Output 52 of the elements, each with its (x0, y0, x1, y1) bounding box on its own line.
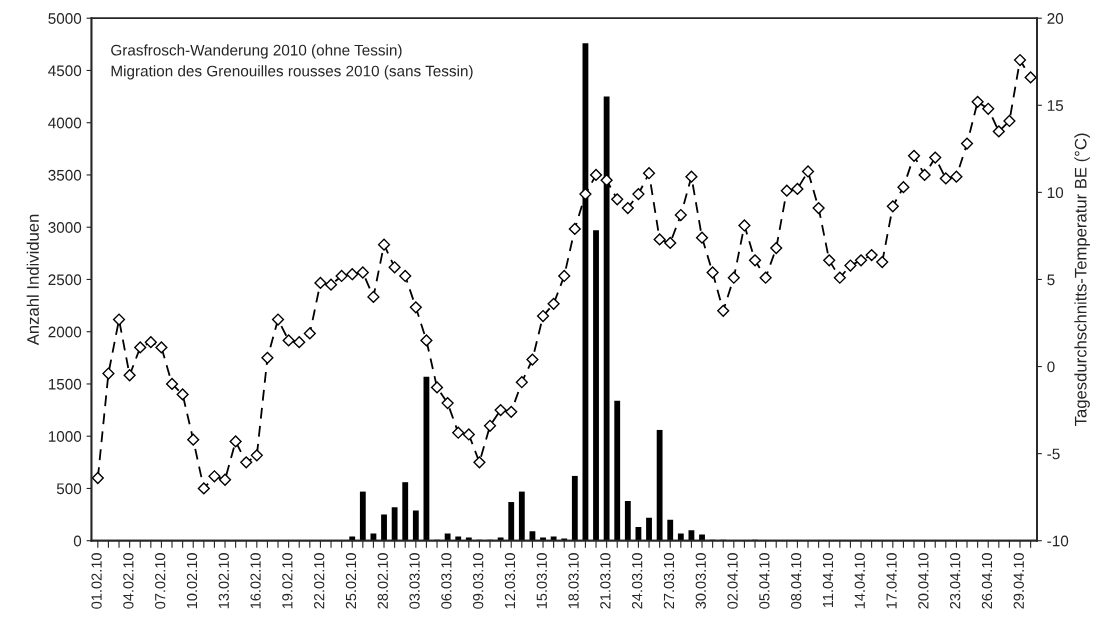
x-tick-label: 10.02.10 (186, 553, 198, 609)
x-tick-label: 12.03.10 (504, 553, 516, 609)
y2-tick-label: 10 (1047, 187, 1064, 199)
y2-axis-title: Tagesdurchschnitts-Temperatur BE (°C) (1074, 133, 1090, 426)
x-tick-label: 29.04.10 (1013, 553, 1024, 609)
x-tick-label: 09.03.10 (473, 553, 484, 609)
x-tick-label: 01.02.10 (91, 553, 102, 609)
x-tick-label: 23.04.10 (950, 553, 961, 609)
y-tick-label: 3500 (48, 169, 82, 181)
y-tick-label: 4000 (48, 117, 82, 129)
x-tick-label: 13.02.10 (218, 553, 229, 609)
x-tick-label: 05.04.10 (759, 553, 770, 609)
y-axis-title: Anzahl Individuen (26, 214, 39, 346)
x-tick-label: 20.04.10 (918, 553, 929, 609)
y2-tick-label: 5 (1047, 274, 1055, 286)
x-tick-label: 08.04.10 (791, 553, 802, 609)
annotation: Migration des Grenouilles rousses 2010 (sans Tessin) (111, 65, 473, 80)
x-tick-label: 11.04.10 (822, 553, 834, 608)
y-tick-label: 0 (73, 535, 82, 547)
x-tick-label: 26.04.10 (981, 553, 993, 609)
y2-tick-label: 20 (1047, 13, 1064, 24)
x-tick-label: 06.03.10 (441, 553, 452, 609)
y-tick-label: 5000 (48, 13, 82, 24)
x-tick-label: 19.02.10 (282, 553, 293, 609)
x-tick-label: 14.04.10 (854, 553, 865, 609)
x-tick-label: 18.03.10 (568, 553, 579, 609)
x-tick-label: 27.03.10 (663, 553, 675, 609)
x-tick-label: 21.03.10 (600, 553, 611, 609)
x-tick-label: 25.02.10 (345, 553, 357, 609)
y2-tick-label: 0 (1047, 361, 1055, 373)
y-tick-label: 2500 (48, 274, 82, 286)
x-tick-label: 03.03.10 (409, 553, 420, 609)
y-tick-label: 1500 (48, 378, 82, 390)
y-tick-label: 500 (56, 483, 82, 495)
x-tick-label: 15.03.10 (536, 553, 547, 609)
x-tick-label: 04.02.10 (123, 553, 134, 609)
y-tick-label: 3000 (48, 222, 82, 233)
x-tick-label: 24.03.10 (632, 553, 643, 609)
x-tick-label: 02.04.10 (727, 553, 738, 609)
x-tick-label: 28.02.10 (377, 553, 388, 609)
y-tick-label: 4500 (48, 65, 82, 77)
y-tick-label: 1000 (48, 431, 82, 442)
x-tick-label: 17.04.10 (886, 553, 897, 609)
x-tick-label: 30.03.10 (695, 553, 706, 609)
x-tick-label: 16.02.10 (250, 553, 261, 609)
y2-tick-label: -5 (1047, 448, 1060, 460)
y2-tick-label: 15 (1047, 100, 1064, 111)
y-tick-label: 2000 (48, 326, 82, 338)
annotation: Grasfrosch-Wanderung 2010 (ohne Tessin) (111, 44, 402, 59)
x-tick-label: 07.02.10 (155, 553, 166, 609)
x-tick-label: 22.02.10 (314, 553, 325, 609)
y2-tick-label: -10 (1047, 535, 1069, 547)
